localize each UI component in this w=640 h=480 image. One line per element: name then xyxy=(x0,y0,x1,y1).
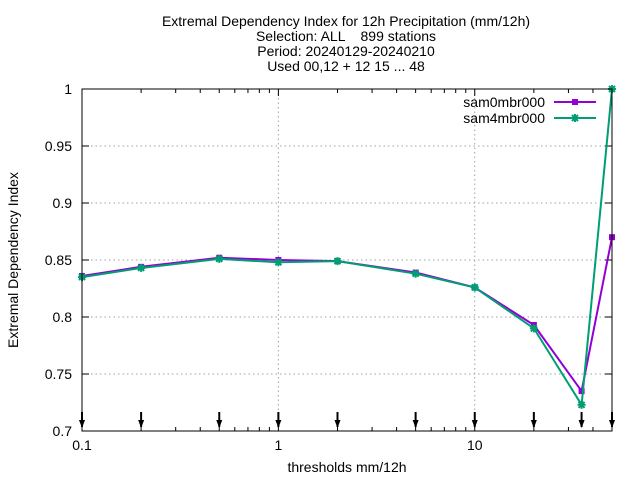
x-axis-label: thresholds mm/12h xyxy=(287,459,406,475)
data-point xyxy=(571,114,579,122)
y-tick-label: 0.9 xyxy=(53,195,73,211)
data-point-stroke xyxy=(333,257,342,265)
y-axis-label: Extremal Dependency Index xyxy=(5,172,21,348)
y-tick-label: 0.8 xyxy=(53,309,73,325)
y-tick-label: 0.75 xyxy=(45,366,72,382)
data-point-stroke xyxy=(137,264,145,272)
plot-frame xyxy=(81,88,613,432)
series-sam0mbr000 xyxy=(79,234,615,395)
data-point-stroke xyxy=(215,255,223,263)
y-tick-label: 0.85 xyxy=(45,252,72,268)
y-axis: 0.7 0.75 0.8 0.85 0.9 0.95 1 xyxy=(45,81,72,439)
data-point xyxy=(529,324,538,333)
grid xyxy=(82,89,612,431)
data-point-stroke xyxy=(274,258,283,266)
count-markers xyxy=(79,412,615,428)
count-marker-head xyxy=(138,420,145,428)
y-tick-label: 0.95 xyxy=(45,138,72,154)
series-group xyxy=(78,85,616,409)
chart-title: Extremal Dependency Index for 12h Precip… xyxy=(162,13,530,74)
count-marker-head xyxy=(530,420,537,428)
data-point-stroke xyxy=(571,114,579,122)
data-point-stroke xyxy=(577,401,586,409)
title-line-2: Selection: ALL 899 stations xyxy=(256,28,436,44)
count-marker-head xyxy=(334,420,341,428)
count-marker-head xyxy=(412,420,419,428)
data-point xyxy=(274,258,283,267)
data-point xyxy=(333,257,342,266)
data-point-stroke xyxy=(411,269,420,278)
y-tick-label: 0.7 xyxy=(53,423,73,439)
data-point-stroke xyxy=(530,324,538,333)
data-point xyxy=(470,283,479,292)
legend-item: sam4mbr000 xyxy=(463,110,596,126)
x-tick-label: 0.1 xyxy=(72,437,92,453)
count-marker-head xyxy=(216,420,223,428)
count-marker-head xyxy=(471,420,478,428)
data-point xyxy=(215,254,224,263)
series-sam4mbr000 xyxy=(78,85,616,409)
title-line-4: Used 00,12 + 12 15 ... 48 xyxy=(267,58,425,74)
series-line xyxy=(81,88,613,408)
data-point xyxy=(577,400,586,409)
title-line-3: Period: 20240129-20240210 xyxy=(257,43,435,59)
x-tick-label: 1 xyxy=(274,437,282,453)
title-line-1: Extremal Dependency Index for 12h Precip… xyxy=(162,13,530,29)
x-axis: 0.1 1 10 xyxy=(72,437,482,453)
data-point xyxy=(572,99,578,105)
legend-label: sam0mbr000 xyxy=(463,94,545,110)
count-marker-head xyxy=(275,420,282,428)
legend-item: sam0mbr000 xyxy=(463,94,596,110)
y-tick-label: 1 xyxy=(64,81,72,97)
legend-label: sam4mbr000 xyxy=(463,110,545,126)
data-point xyxy=(578,388,585,395)
data-point xyxy=(411,269,420,278)
data-point-stroke xyxy=(471,283,479,292)
count-marker-head xyxy=(578,420,585,428)
x-tick-label: 10 xyxy=(467,437,483,453)
axis-ticks xyxy=(81,88,612,432)
data-point xyxy=(137,263,146,272)
